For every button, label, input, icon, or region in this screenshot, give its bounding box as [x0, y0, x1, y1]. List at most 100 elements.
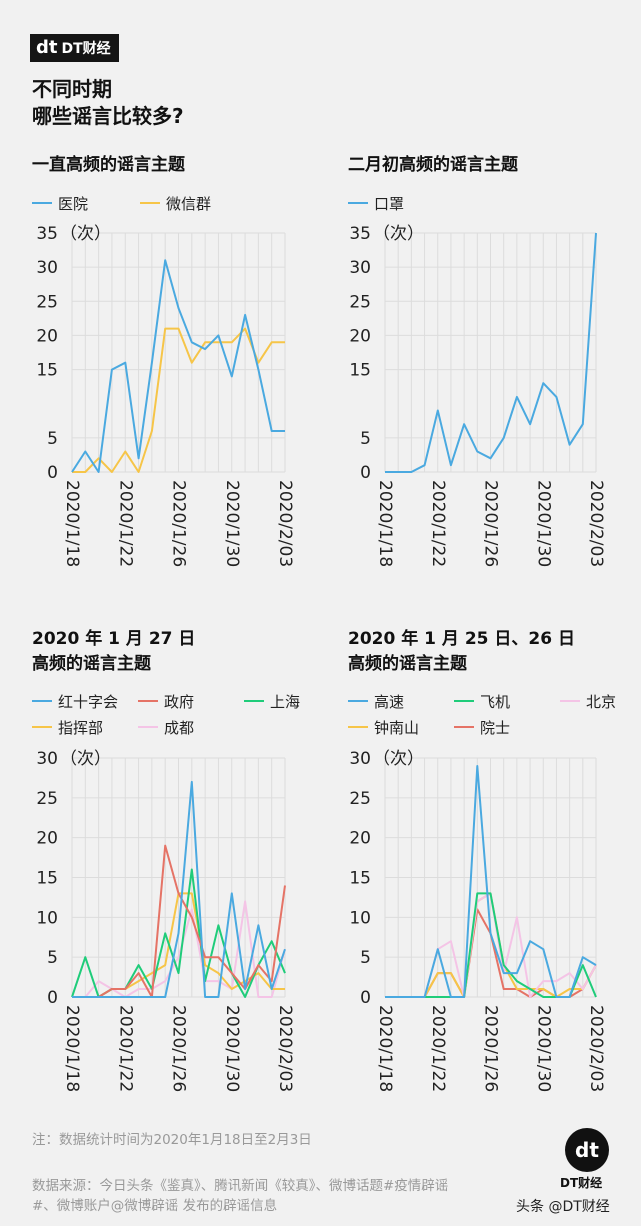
- legend-label: 院士: [480, 718, 511, 737]
- chart2: 0 5 15 20 25 30 35 （次） 2020/1/18 2020/1/22 2020/1/…: [349, 224, 606, 567]
- y-unit-label: （次）: [60, 224, 111, 244]
- legend-row: 钟南山 院士: [348, 714, 641, 740]
- legend-label: 上海: [270, 692, 301, 711]
- x-tick-label: 2020/1/26: [169, 480, 189, 567]
- y-tick-label: 5: [360, 948, 371, 968]
- legend-item: 成都: [138, 717, 244, 738]
- x-tick-label: 2020/1/18: [375, 1005, 395, 1092]
- chart3-title: 2020 年 1 月 27 日 高频的谣言主题: [32, 627, 195, 677]
- y-tick-label: 15: [349, 361, 371, 381]
- series-line: [71, 259, 285, 473]
- y-tick-label: 20: [349, 326, 371, 346]
- legend-label: 医院: [58, 194, 89, 213]
- legend-swatch: [244, 700, 264, 702]
- y-tick-label: 15: [349, 869, 371, 889]
- y-tick-label: 25: [36, 292, 58, 312]
- legend-swatch: [560, 700, 580, 702]
- data-note: 注：数据统计时间为2020年1月18日至2月3日: [32, 1132, 312, 1148]
- x-tick-label: 2020/1/22: [428, 1005, 448, 1092]
- x-tick-label: 2020/1/18: [62, 480, 82, 567]
- legend-item: 微信群: [140, 193, 248, 214]
- page-title-line-2: 哪些谣言比较多?: [32, 104, 184, 128]
- series-line: [72, 327, 285, 473]
- chart4: 0 5 10 15 20 25 30 （次） 2020/1/18 2020/1/22 2020/1/…: [349, 749, 606, 1092]
- chart1: 0 5 15 20 25 30 35 （次） 2020/1/18 2020/1/22 2020/1/…: [36, 224, 295, 567]
- legend-label: 钟南山: [374, 718, 420, 737]
- legend-swatch: [32, 202, 52, 204]
- legend-swatch: [32, 700, 52, 702]
- x-tick-label: 2020/1/22: [115, 1005, 135, 1092]
- legend-item: 高速: [348, 691, 454, 712]
- chart1-title-line: 一直高频的谣言主题: [32, 155, 185, 175]
- x-tick-label: 2020/2/03: [586, 480, 606, 567]
- x-tick-label: 2020/1/26: [481, 1005, 501, 1092]
- y-tick-label: 25: [349, 292, 371, 312]
- legend-row: 高速 飞机 北京: [348, 688, 641, 714]
- y-tick-label: 25: [36, 789, 58, 809]
- x-tick-label: 2020/2/03: [275, 1005, 295, 1092]
- x-tick-label: 2020/2/03: [275, 480, 295, 567]
- legend-swatch: [138, 700, 158, 702]
- legend-item: 口罩: [348, 193, 456, 214]
- y-tick-label: 35: [349, 224, 371, 244]
- x-tick-label: 2020/1/22: [115, 480, 135, 567]
- chart3-legend: 红十字会 政府 上海指挥部 成都: [32, 688, 350, 740]
- data-source-line-1: 数据来源：今日头条《鉴真》、腾讯新闻《较真》、微博话题#疫情辟谣: [32, 1178, 449, 1194]
- series-line: [72, 900, 286, 998]
- y-tick-label: 5: [360, 429, 371, 449]
- legend-item: 指挥部: [32, 717, 138, 738]
- y-unit-label: （次）: [373, 749, 424, 769]
- legend-swatch: [454, 726, 474, 728]
- y-tick-label: 20: [36, 326, 58, 346]
- chart3: 0 5 10 15 20 25 30 （次） 2020/1/18 2020/1/22 2020/1/…: [36, 749, 295, 1092]
- legend-item: 红十字会: [32, 691, 138, 712]
- legend-label: 飞机: [480, 692, 511, 711]
- legend-item: 飞机: [454, 691, 560, 712]
- y-tick-label: 15: [36, 869, 58, 889]
- legend-row: 口罩: [348, 190, 456, 216]
- chart3-title-line-2: 高频的谣言主题: [32, 654, 151, 674]
- y-unit-label: （次）: [60, 749, 111, 769]
- legend-label: 高速: [374, 692, 405, 711]
- y-tick-label: 5: [47, 429, 58, 449]
- legend-item: 钟南山: [348, 717, 454, 738]
- legend-swatch: [140, 202, 160, 204]
- x-tick-label: 2020/1/18: [62, 1005, 82, 1092]
- series-line: [72, 780, 286, 998]
- legend-label: 微信群: [166, 194, 212, 213]
- legend-swatch: [32, 726, 52, 728]
- y-tick-label: 0: [47, 988, 58, 1008]
- footer-logo-caption: DT财经: [560, 1176, 603, 1190]
- y-tick-label: 15: [36, 361, 58, 381]
- y-tick-label: 30: [36, 749, 58, 769]
- chart1-legend: 医院 微信群: [32, 190, 248, 216]
- y-tick-label: 30: [349, 258, 371, 278]
- x-tick-label: 2020/1/26: [481, 480, 501, 567]
- y-tick-label: 0: [47, 463, 58, 483]
- y-tick-label: 20: [349, 829, 371, 849]
- y-tick-label: 20: [36, 829, 58, 849]
- legend-item: 上海: [244, 691, 350, 712]
- x-tick-label: 2020/1/30: [533, 1005, 553, 1092]
- source-watermark: 头条 @DT财经: [516, 1199, 610, 1215]
- legend-row: 医院 微信群: [32, 190, 248, 216]
- chart4-title: 2020 年 1 月 25 日、26 日 高频的谣言主题: [348, 627, 575, 677]
- legend-swatch: [348, 726, 368, 728]
- brand-logo: dt DT财经: [30, 34, 119, 62]
- x-tick-label: 2020/1/30: [222, 1005, 242, 1092]
- x-tick-label: 2020/1/18: [375, 480, 395, 567]
- page-title-line-1: 不同时期: [32, 77, 112, 101]
- legend-row: 指挥部 成都: [32, 714, 350, 740]
- legend-swatch: [454, 700, 474, 702]
- legend-label: 政府: [164, 692, 195, 711]
- chart2-legend: 口罩: [348, 190, 456, 216]
- legend-row: 红十字会 政府 上海: [32, 688, 350, 714]
- legend-item: 北京: [560, 691, 641, 712]
- brand-name: DT财经: [61, 41, 111, 57]
- y-unit-label: （次）: [373, 224, 424, 244]
- chart4-title-line-1: 2020 年 1 月 25 日、26 日: [348, 629, 575, 649]
- data-source: 数据来源：今日头条《鉴真》、腾讯新闻《较真》、微博话题#疫情辟谣 #、微博账户@…: [32, 1176, 448, 1216]
- y-tick-label: 30: [349, 749, 371, 769]
- legend-item: 政府: [138, 691, 244, 712]
